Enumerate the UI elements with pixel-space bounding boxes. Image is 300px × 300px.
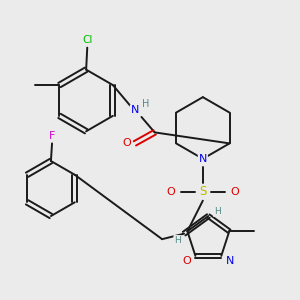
- Text: O: O: [123, 138, 131, 148]
- Text: O: O: [230, 187, 239, 197]
- Text: S: S: [199, 185, 206, 198]
- Text: N: N: [199, 154, 207, 164]
- Text: H: H: [214, 207, 220, 216]
- Text: O: O: [167, 187, 175, 197]
- Text: N: N: [226, 256, 234, 266]
- Text: O: O: [182, 256, 191, 266]
- Text: N: N: [131, 105, 139, 116]
- Text: F: F: [49, 131, 55, 141]
- Text: H: H: [142, 99, 150, 109]
- Text: Cl: Cl: [82, 35, 92, 45]
- Text: H: H: [174, 236, 181, 245]
